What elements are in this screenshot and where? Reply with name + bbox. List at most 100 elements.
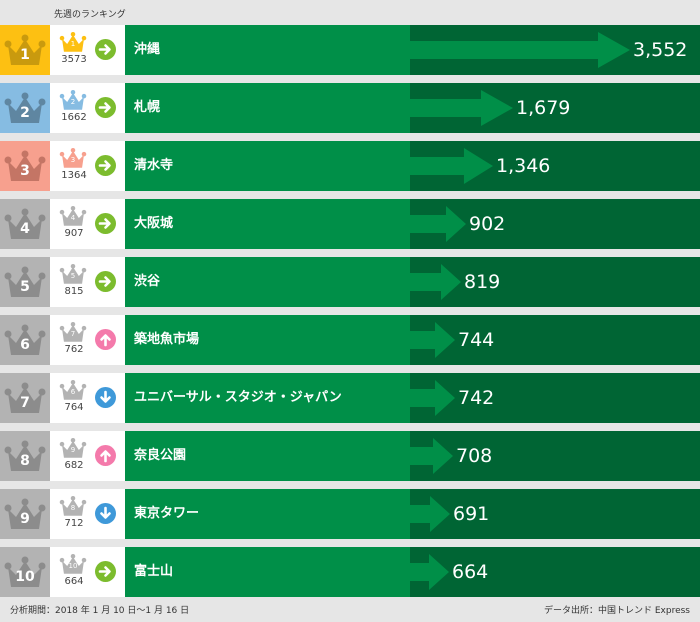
prev-rank-number: 4 (70, 214, 76, 222)
small-crown-icon (59, 437, 87, 459)
place-name: 札幌 (134, 100, 161, 115)
prev-week-cell: 5 815 (50, 257, 125, 307)
rank-number: 8 (20, 453, 30, 469)
arrow-right-icon (95, 271, 116, 292)
visit-count: 691 (453, 503, 490, 525)
arrow-up-icon (95, 445, 116, 466)
prev-week-cell: 2 1662 (50, 83, 125, 133)
value-bar: 664 (410, 547, 700, 597)
visit-count: 1,679 (516, 97, 571, 119)
rank-number: 5 (20, 279, 30, 295)
rank-number: 4 (20, 221, 30, 237)
prev-rank-number: 1 (70, 40, 76, 48)
prev-week-value: 1364 (61, 170, 87, 181)
ranking-row: 9 8 712 東京タワー 691 (0, 489, 700, 539)
prev-rank-number: 8 (70, 504, 76, 512)
rank-number: 6 (20, 337, 30, 353)
value-bar: 1,679 (410, 83, 700, 133)
rank-number: 10 (15, 569, 35, 585)
rank-number: 9 (20, 511, 30, 527)
prev-week-cell: 1 3573 (50, 25, 125, 75)
ranking-row: 4 4 907 大阪城 902 (0, 199, 700, 249)
bar-arrow-icon (410, 264, 461, 300)
rank-badge: 8 (0, 431, 50, 481)
bar-arrow-icon (410, 322, 455, 358)
prev-week-cell: 7 762 (50, 315, 125, 365)
place-name: 清水寺 (134, 158, 174, 173)
prev-week-cell: 9 682 (50, 431, 125, 481)
prev-rank-number: 2 (70, 98, 76, 106)
place-name-cell: 富士山 (125, 547, 410, 597)
prev-rank-number: 10 (68, 562, 78, 570)
rank-number: 2 (20, 105, 30, 121)
rank-number: 1 (20, 47, 30, 63)
ranking-row: 8 9 682 奈良公園 708 (0, 431, 700, 481)
prev-week-value: 762 (64, 344, 84, 355)
visit-count: 902 (469, 213, 506, 235)
prev-week-value: 907 (64, 228, 84, 239)
prev-week-value: 815 (64, 286, 84, 297)
bar-arrow-icon (410, 380, 455, 416)
ranking-row: 6 7 762 築地魚市場 744 (0, 315, 700, 365)
crown-icon (4, 381, 46, 415)
small-crown-icon (59, 553, 87, 575)
small-crown-icon (59, 321, 87, 343)
rank-number: 7 (20, 395, 30, 411)
visit-count: 744 (458, 329, 495, 351)
prev-week-cell: 10 664 (50, 547, 125, 597)
crown-icon (4, 265, 46, 299)
bar-arrow-icon (410, 32, 630, 68)
bar-arrow-icon (410, 496, 450, 532)
place-name: 東京タワー (134, 506, 200, 521)
small-crown-icon (59, 495, 87, 517)
place-name: ユニバーサル・スタジオ・ジャパン (134, 390, 342, 405)
place-name: 奈良公園 (134, 448, 187, 463)
arrow-right-icon (95, 39, 116, 60)
arrow-right-icon (95, 561, 116, 582)
place-name: 富士山 (134, 564, 174, 579)
visit-count: 1,346 (496, 155, 551, 177)
rank-badge: 6 (0, 315, 50, 365)
place-name-cell: 札幌 (125, 83, 410, 133)
place-name: 築地魚市場 (134, 332, 200, 347)
ranking-row: 3 3 1364 清水寺 1,346 (0, 141, 700, 191)
place-name-cell: 奈良公園 (125, 431, 410, 481)
ranking-row: 10 10 664 富士山 664 (0, 547, 700, 597)
arrow-right-icon (95, 155, 116, 176)
rank-number: 3 (20, 163, 30, 179)
place-name: 渋谷 (134, 274, 161, 289)
place-name-cell: 沖縄 (125, 25, 410, 75)
prev-week-value: 664 (64, 576, 84, 587)
place-name: 沖縄 (134, 42, 161, 57)
ranking-row: 5 5 815 渋谷 819 (0, 257, 700, 307)
rank-badge: 7 (0, 373, 50, 423)
rank-badge: 1 (0, 25, 50, 75)
visit-count: 708 (456, 445, 493, 467)
crown-icon (4, 91, 46, 125)
prev-week-value: 712 (64, 518, 84, 529)
value-bar: 902 (410, 199, 700, 249)
analysis-period: 分析期間：2018 年 1 月 10 日〜1 月 16 日 (10, 606, 190, 616)
arrow-up-icon (95, 329, 116, 350)
rank-badge: 3 (0, 141, 50, 191)
arrow-down-icon (95, 387, 116, 408)
place-name: 大阪城 (134, 216, 174, 231)
data-source: データ出所：中国トレンド Express (543, 606, 690, 616)
value-bar: 3,552 (410, 25, 700, 75)
visit-count: 664 (452, 561, 489, 583)
value-bar: 744 (410, 315, 700, 365)
small-crown-icon (59, 205, 87, 227)
crown-icon (4, 33, 46, 67)
small-crown-icon (59, 147, 87, 169)
rank-badge: 2 (0, 83, 50, 133)
ranking-row: 1 1 3573 沖縄 3,552 (0, 25, 700, 75)
prev-rank-number: 3 (70, 156, 76, 164)
prev-week-value: 682 (64, 460, 84, 471)
prev-week-cell: 8 712 (50, 489, 125, 539)
prev-week-value: 1662 (61, 112, 87, 123)
crown-icon (4, 497, 46, 531)
prev-week-cell: 3 1364 (50, 141, 125, 191)
place-name-cell: 大阪城 (125, 199, 410, 249)
rank-badge: 10 (0, 547, 50, 597)
ranking-row: 7 6 764 ユニバーサル・スタジオ・ジャパン 742 (0, 373, 700, 423)
